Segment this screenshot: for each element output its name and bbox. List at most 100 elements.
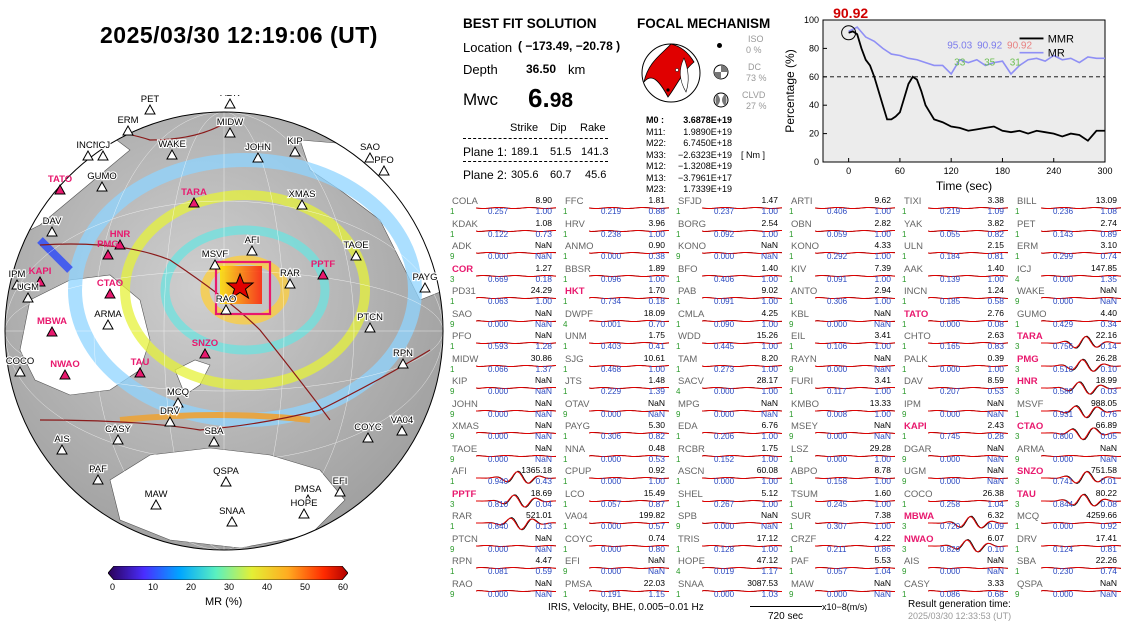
waveform-trace bbox=[476, 297, 556, 299]
waveform-trace bbox=[815, 477, 895, 479]
waveform-trace bbox=[928, 229, 1008, 232]
mwc-value: 6.98 bbox=[528, 83, 574, 113]
amplitude-ratio: 0.03 bbox=[1100, 386, 1117, 396]
station-triangle-icon bbox=[59, 368, 71, 380]
station-code: KONO bbox=[791, 241, 819, 252]
waveform-trace bbox=[1041, 567, 1121, 569]
station-triangle-icon bbox=[289, 145, 301, 157]
station-code: PTCN bbox=[452, 533, 478, 545]
amplitude-ratio: 1.00 bbox=[761, 476, 778, 486]
max-amplitude: 9.62 bbox=[874, 195, 891, 205]
max-amplitude: NaN bbox=[534, 577, 552, 588]
waveform-trace bbox=[476, 274, 556, 277]
amplitude-ratio: 1.00 bbox=[648, 273, 665, 284]
station-triangle-icon bbox=[284, 277, 296, 289]
waveform-trace bbox=[815, 274, 895, 277]
station-triangle-icon bbox=[199, 347, 211, 359]
waveform-trace bbox=[476, 364, 556, 367]
variance-flag: 1 bbox=[563, 387, 568, 396]
station-triangle-icon bbox=[364, 151, 376, 163]
clvd-value: 27 % bbox=[746, 101, 767, 111]
station-ptcn: PTCN bbox=[356, 311, 384, 333]
station-code: FURI bbox=[791, 376, 814, 387]
amplitude-ratio: NaN bbox=[873, 431, 891, 441]
amplitude-ratio: 0.57 bbox=[648, 521, 665, 531]
station-triangle-icon bbox=[226, 515, 238, 527]
station-code: COR bbox=[452, 263, 474, 275]
waveform-trace bbox=[589, 409, 669, 412]
max-amplitude: 1.08 bbox=[535, 217, 552, 228]
station-incn: INCN bbox=[75, 139, 101, 161]
amplitude-ratio: 0.53 bbox=[987, 386, 1004, 396]
variance-flag: 3 bbox=[450, 274, 455, 284]
station-triangle-icon bbox=[104, 287, 116, 299]
max-amplitude: 521.01 bbox=[526, 510, 552, 520]
amplitude-ratio: NaN bbox=[534, 543, 552, 554]
max-amplitude: 80.22 bbox=[1095, 487, 1117, 498]
variance-flag: 1 bbox=[563, 229, 568, 239]
amplitude-ratio: 1.00 bbox=[987, 273, 1004, 284]
max-amplitude: 26.28 bbox=[1095, 352, 1117, 363]
x-tick-label: 60 bbox=[895, 166, 905, 176]
series-mmr bbox=[848, 30, 1105, 142]
station-label: KAPI bbox=[29, 266, 52, 277]
correlation: 0.236 bbox=[1053, 207, 1074, 216]
waveform-cell-kiv: KIV 7.39 1 0.091 1.00 bbox=[787, 263, 897, 285]
correlation: 0.406 bbox=[714, 274, 735, 284]
station-afi: AFI bbox=[244, 234, 260, 256]
correlation: 0.059 bbox=[827, 229, 848, 239]
variance-flag: 1 bbox=[676, 589, 681, 599]
variance-flag: 9 bbox=[676, 409, 681, 419]
amplitude-ratio: NaN bbox=[534, 588, 552, 599]
waveform-trace bbox=[476, 252, 556, 254]
moment-key: M23: bbox=[646, 184, 667, 194]
variance-flag: 9 bbox=[1015, 297, 1020, 306]
waveform-trace bbox=[1041, 274, 1121, 277]
station-label: PFO bbox=[374, 155, 394, 166]
waveform-trace bbox=[702, 454, 782, 457]
station-code: COCO bbox=[904, 488, 933, 500]
correlation: 0.000 bbox=[827, 432, 848, 441]
station-triangle-icon bbox=[296, 198, 308, 210]
variance-flag: 1 bbox=[789, 207, 794, 216]
amplitude-ratio: 0.10 bbox=[987, 543, 1004, 554]
amplitude-ratio: 0.74 bbox=[1100, 566, 1117, 576]
station-nwao: NWAO bbox=[50, 359, 80, 380]
waveform-cell-dgar: DGAR NaN 9 0.000 NaN bbox=[900, 443, 1010, 465]
station-code: LSZ bbox=[791, 443, 809, 455]
waveform-cell-hrv: HRV 3.96 1 0.238 1.00 bbox=[561, 218, 671, 240]
waveform-cell-kdak: KDAK 1.08 1 0.122 0.73 bbox=[448, 217, 558, 240]
station-label: PAYG bbox=[413, 272, 438, 283]
correlation: 0.000 bbox=[714, 409, 735, 419]
waveform-cell-unm: UNM 1.75 1 0.403 0.41 bbox=[561, 330, 671, 352]
waveform-cell-hnr: HNR 18.99 3 0.580 0.03 bbox=[1013, 375, 1123, 397]
amplitude-ratio: 0.92 bbox=[1100, 521, 1117, 531]
waveform-cell-kono: KONO 4.33 1 0.292 1.00 bbox=[787, 240, 897, 262]
waveform-trace bbox=[702, 544, 782, 547]
station-icj: ICJ bbox=[95, 139, 111, 161]
station-label: PAF bbox=[89, 464, 107, 475]
waveform-trace bbox=[589, 432, 669, 434]
correlation: 0.810 bbox=[488, 499, 509, 509]
correlation: 0.000 bbox=[1053, 454, 1074, 464]
waveform-cell-dwpf: DWPF 18.09 4 0.001 0.70 bbox=[561, 308, 671, 330]
annotation-bottom: 33 bbox=[954, 57, 966, 68]
correlation: 0.840 bbox=[488, 522, 509, 531]
waveform-cell-jts: JTS 1.48 1 0.229 1.39 bbox=[561, 375, 671, 397]
station-hope: HOPE bbox=[289, 497, 319, 519]
max-amplitude: 18.69 bbox=[530, 487, 552, 498]
variance-flag: 9 bbox=[450, 387, 455, 396]
waveform-trace bbox=[928, 477, 1008, 479]
variance-flag: 1 bbox=[676, 229, 681, 239]
max-amplitude: 2.76 bbox=[987, 307, 1004, 318]
station-code: HNR bbox=[1017, 376, 1038, 387]
colorbar-tick: 50 bbox=[300, 582, 311, 592]
correlation: 0.429 bbox=[1053, 319, 1074, 329]
waveform-trace bbox=[1041, 544, 1121, 547]
variance-flag: 4 bbox=[676, 567, 681, 576]
depth-value: 36.50 bbox=[526, 62, 557, 76]
plane1-strike: 189.1 bbox=[511, 146, 539, 158]
correlation: 0.000 bbox=[940, 364, 961, 374]
correlation: 0.096 bbox=[601, 274, 622, 284]
station-code: OTAV bbox=[565, 398, 590, 410]
